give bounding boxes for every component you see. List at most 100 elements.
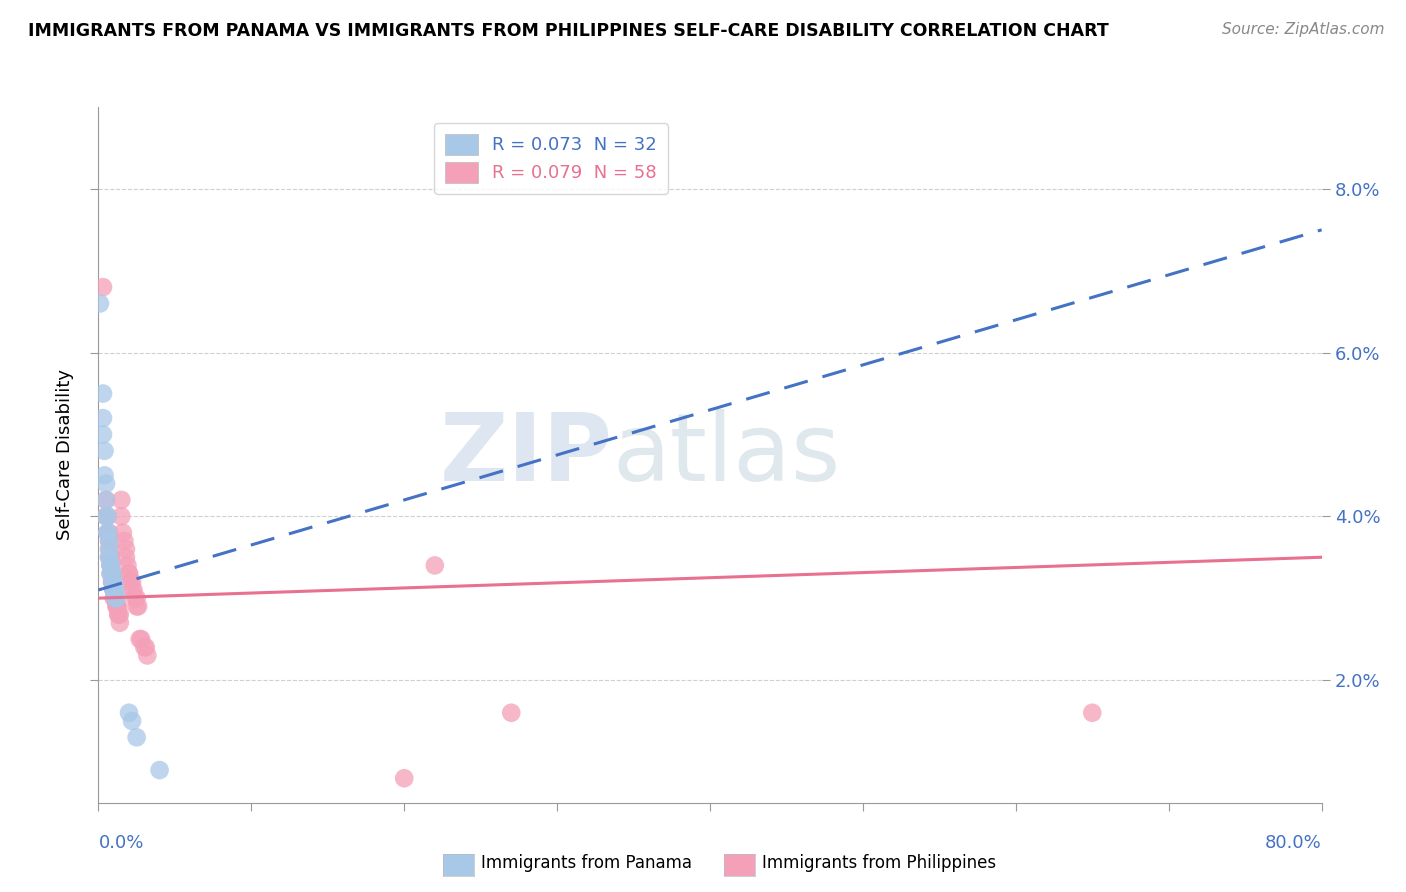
- Point: [110, 492, 132, 507]
- Point: [97, 509, 120, 524]
- Point: [115, 550, 138, 565]
- Point: [94, 509, 117, 524]
- Point: [91, 280, 114, 294]
- Point: [107, 607, 129, 622]
- Point: [100, 566, 122, 581]
- Point: [100, 558, 122, 573]
- Point: [105, 599, 128, 614]
- Point: [112, 533, 135, 548]
- Point: [105, 591, 128, 606]
- Point: [93, 443, 115, 458]
- Point: [423, 558, 446, 573]
- Point: [149, 763, 172, 777]
- Text: IMMIGRANTS FROM PANAMA VS IMMIGRANTS FROM PHILIPPINES SELF-CARE DISABILITY CORRE: IMMIGRANTS FROM PANAMA VS IMMIGRANTS FRO…: [28, 22, 1109, 40]
- Y-axis label: Self-Care Disability: Self-Care Disability: [56, 369, 75, 541]
- Point: [98, 533, 121, 548]
- Point: [121, 574, 143, 589]
- Point: [94, 476, 117, 491]
- Point: [91, 386, 114, 401]
- Point: [501, 706, 523, 720]
- Point: [134, 640, 156, 655]
- Point: [122, 582, 145, 597]
- Text: atlas: atlas: [612, 409, 841, 501]
- Point: [103, 582, 125, 597]
- Point: [101, 566, 124, 581]
- Point: [120, 574, 142, 589]
- Point: [91, 427, 114, 442]
- Point: [97, 525, 120, 540]
- Point: [103, 582, 125, 597]
- Legend: R = 0.073  N = 32, R = 0.079  N = 58: R = 0.073 N = 32, R = 0.079 N = 58: [434, 123, 668, 194]
- Point: [128, 632, 150, 646]
- Point: [100, 558, 122, 573]
- Point: [124, 591, 146, 606]
- Text: ZIP: ZIP: [439, 409, 612, 501]
- Point: [125, 731, 148, 745]
- Point: [101, 574, 124, 589]
- Point: [98, 533, 121, 548]
- Point: [104, 582, 127, 597]
- Point: [111, 525, 134, 540]
- Point: [89, 296, 111, 310]
- Point: [135, 640, 157, 655]
- Point: [103, 582, 125, 597]
- Point: [93, 468, 115, 483]
- Point: [108, 607, 131, 622]
- Point: [110, 509, 132, 524]
- Point: [125, 599, 148, 614]
- Point: [107, 607, 129, 622]
- Point: [94, 509, 117, 524]
- Text: Immigrants from Philippines: Immigrants from Philippines: [762, 855, 997, 872]
- Point: [104, 591, 127, 606]
- Point: [105, 599, 128, 614]
- Point: [108, 615, 131, 630]
- Point: [104, 591, 127, 606]
- Point: [136, 648, 159, 663]
- Point: [101, 574, 124, 589]
- Point: [1081, 706, 1104, 720]
- Point: [98, 542, 121, 557]
- Point: [127, 599, 149, 614]
- Point: [100, 558, 122, 573]
- Point: [105, 599, 128, 614]
- Text: 0.0%: 0.0%: [98, 834, 143, 852]
- Point: [104, 591, 127, 606]
- Point: [125, 591, 148, 606]
- Point: [103, 574, 125, 589]
- Point: [118, 566, 141, 581]
- Text: Source: ZipAtlas.com: Source: ZipAtlas.com: [1222, 22, 1385, 37]
- Point: [117, 558, 139, 573]
- Point: [121, 714, 143, 728]
- Point: [129, 632, 152, 646]
- Point: [97, 525, 120, 540]
- Point: [91, 411, 114, 425]
- Point: [98, 550, 121, 565]
- Point: [115, 542, 138, 557]
- Point: [103, 591, 125, 606]
- Point: [107, 599, 129, 614]
- Point: [101, 566, 124, 581]
- Point: [94, 492, 117, 507]
- Point: [98, 542, 121, 557]
- Point: [118, 566, 141, 581]
- Point: [103, 582, 125, 597]
- Point: [101, 566, 124, 581]
- Point: [121, 582, 143, 597]
- Point: [98, 550, 121, 565]
- Text: 80.0%: 80.0%: [1265, 834, 1322, 852]
- Text: Immigrants from Panama: Immigrants from Panama: [481, 855, 692, 872]
- Point: [104, 591, 127, 606]
- Point: [101, 574, 124, 589]
- Point: [98, 525, 121, 540]
- Point: [97, 509, 120, 524]
- Point: [100, 566, 122, 581]
- Point: [392, 771, 416, 785]
- Point: [101, 574, 124, 589]
- Point: [103, 582, 125, 597]
- Point: [100, 550, 122, 565]
- Point: [94, 492, 117, 507]
- Point: [98, 550, 121, 565]
- Point: [100, 558, 122, 573]
- Point: [97, 525, 120, 540]
- Point: [118, 706, 141, 720]
